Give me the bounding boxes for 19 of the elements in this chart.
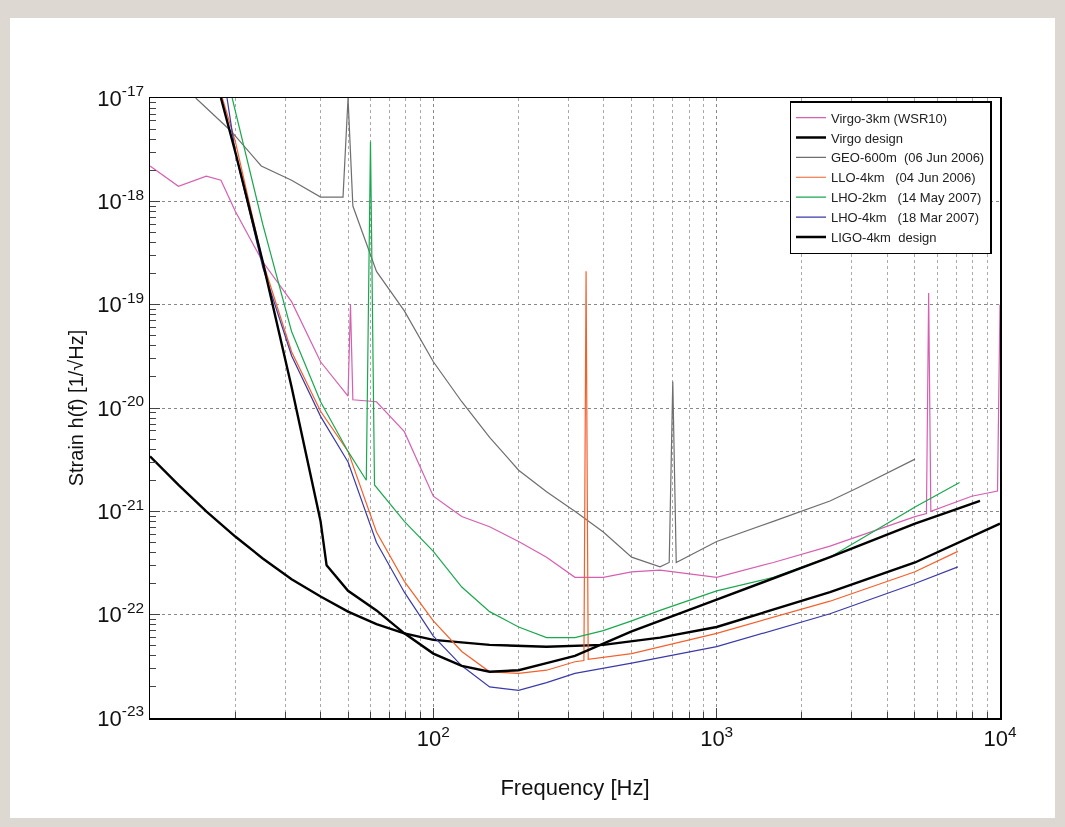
x-tick-label: 10$^{4}$ (983, 722, 1017, 751)
y-tick-label: 10$^{-20}$ (97, 392, 145, 421)
legend-label: LHO-2km (14 May 2007) (831, 190, 982, 206)
y-axis-title: Strain h(f) [1/√Hz] (65, 329, 88, 487)
x-tick-label: 10$^{3}$ (700, 722, 734, 751)
legend-label: GEO-600m (06 Jun 2006) (831, 150, 985, 166)
legend-label: LIGO-4km design (831, 230, 937, 246)
legend-label: LLO-4km (04 Jun 2006) (831, 170, 976, 186)
y-tick-label: 10$^{-17}$ (97, 82, 145, 111)
x-tick-label: 10$^{2}$ (416, 722, 450, 751)
y-tick-label: 10$^{-19}$ (97, 289, 145, 318)
y-tick-label: 10$^{-23}$ (97, 702, 145, 731)
legend-label: Virgo-3km (WSR10) (831, 110, 948, 126)
legend-label: Virgo design (831, 130, 904, 146)
y-tick-label: 10$^{-18}$ (97, 185, 145, 215)
y-tick-label: 10$^{-21}$ (97, 495, 145, 525)
legend-label: LHO-4km (18 Mar 2007) (831, 210, 980, 226)
y-tick-label: 10$^{-22}$ (97, 599, 145, 628)
x-axis-title: Frequency [Hz] (500, 774, 650, 800)
